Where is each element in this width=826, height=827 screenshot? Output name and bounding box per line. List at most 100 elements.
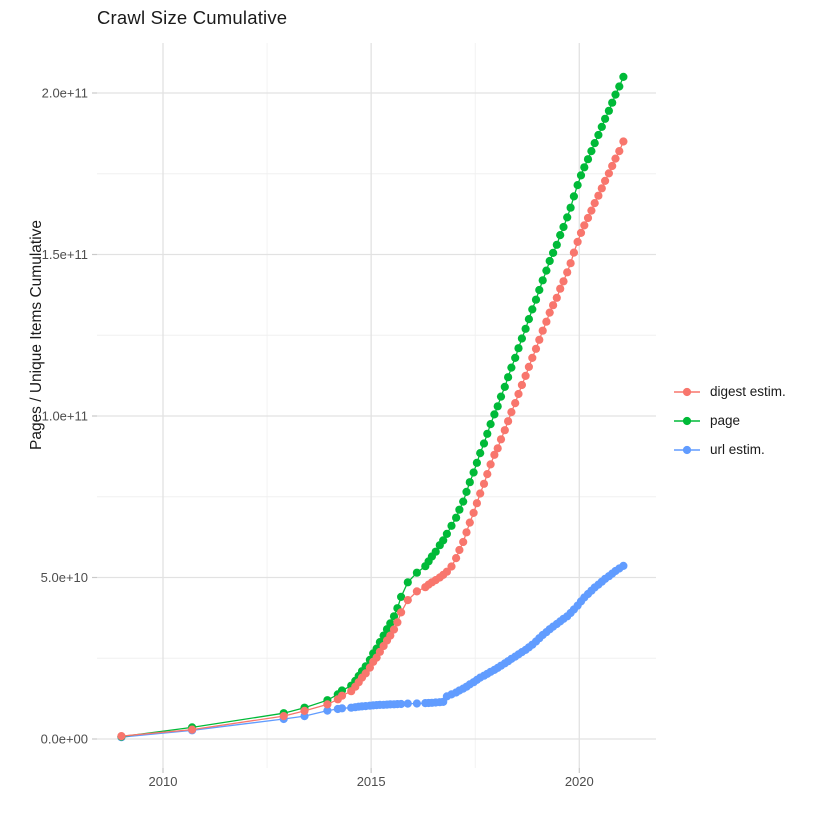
data-point-digestestim	[493, 444, 502, 453]
data-point-page	[452, 513, 461, 522]
data-point-digestestim	[403, 596, 412, 605]
data-point-page	[608, 98, 617, 107]
legend-label: page	[710, 413, 741, 428]
data-point-digestestim	[279, 712, 288, 721]
y-axis-title: Pages / Unique Items Cumulative	[28, 219, 45, 451]
data-point-digestestim	[323, 700, 332, 709]
data-point-digestestim	[538, 326, 547, 335]
data-point-page	[389, 612, 399, 621]
data-point-digestestim	[486, 460, 495, 469]
data-point-digestestim	[507, 408, 516, 417]
data-point-digestestim	[447, 562, 456, 571]
data-point-digestestim	[604, 169, 614, 178]
data-point-digestestim	[535, 335, 544, 344]
data-point-digestestim	[476, 489, 485, 498]
x-tick-label: 2020	[565, 774, 594, 789]
data-point-digestestim	[389, 625, 399, 634]
series-line-page	[121, 76, 624, 738]
y-tick-label: 0.0e+00	[41, 732, 88, 747]
data-point-page	[479, 439, 489, 448]
data-point-page	[486, 420, 495, 429]
data-point-digestestim	[559, 277, 568, 286]
data-point-page	[442, 529, 451, 539]
data-point-digestestim	[300, 706, 309, 716]
data-point-digestestim	[545, 308, 554, 317]
data-point-digestestim	[608, 161, 617, 171]
data-point-digestestim	[412, 587, 421, 596]
data-point-page	[511, 353, 520, 362]
data-point-digestestim	[465, 518, 474, 527]
y-tick-label: 1.0e+11	[42, 409, 88, 424]
data-point-page	[538, 276, 547, 285]
data-point-page	[431, 547, 440, 556]
data-point-page	[524, 315, 534, 324]
data-point-page	[507, 363, 516, 372]
legend-item-urlestim: url estim.	[672, 435, 786, 464]
data-point-digestestim	[469, 508, 478, 517]
data-point-page	[403, 578, 412, 587]
data-point-digestestim	[583, 213, 593, 223]
data-point-page	[455, 505, 464, 514]
data-point-digestestim	[393, 618, 402, 627]
data-point-page	[500, 382, 509, 391]
data-point-digestestim	[337, 691, 347, 700]
data-point-digestestim	[531, 344, 541, 353]
y-tick-label: 5.0e+10	[41, 570, 88, 585]
data-point-digestestim	[566, 259, 575, 268]
data-point-digestestim	[587, 206, 596, 215]
data-point-page	[531, 295, 541, 304]
data-point-digestestim	[459, 537, 468, 547]
data-point-page	[472, 458, 481, 467]
data-point-digestestim	[524, 362, 534, 371]
data-point-digestestim	[521, 371, 530, 380]
data-point-urlestim	[337, 704, 347, 713]
data-point-page	[542, 266, 551, 275]
data-point-page	[545, 256, 554, 266]
data-point-digestestim	[490, 450, 499, 459]
data-point-page	[615, 82, 624, 91]
data-point-page	[412, 568, 421, 577]
data-point-digestestim	[397, 608, 406, 617]
data-point-page	[552, 240, 561, 249]
data-point-digestestim	[386, 631, 395, 640]
data-point-page	[601, 114, 610, 123]
data-point-digestestim	[117, 732, 126, 741]
data-point-page	[496, 392, 506, 401]
data-point-page	[576, 171, 586, 180]
data-point-page	[563, 213, 572, 222]
data-point-page	[528, 305, 537, 314]
data-point-digestestim	[511, 399, 520, 408]
data-point-page	[566, 203, 575, 212]
legend: digest estim. page url estim.	[672, 377, 786, 464]
data-point-page	[462, 487, 471, 496]
x-tick-label: 2010	[149, 774, 178, 789]
data-point-digestestim	[569, 248, 579, 257]
data-point-page	[514, 344, 523, 353]
data-point-digestestim	[556, 284, 565, 293]
data-point-page	[604, 106, 614, 115]
data-point-digestestim	[528, 353, 537, 362]
data-point-digestestim	[549, 301, 558, 310]
data-point-digestestim	[590, 199, 599, 208]
data-point-digestestim	[580, 221, 589, 230]
data-point-page	[386, 619, 395, 628]
data-point-page	[619, 72, 628, 81]
data-point-page	[569, 192, 579, 201]
data-point-page	[490, 410, 499, 419]
data-point-urlestim	[412, 699, 421, 708]
data-point-urlestim	[619, 561, 628, 571]
data-point-digestestim	[188, 725, 197, 734]
data-point-page	[521, 324, 530, 333]
y-tick-label: 1.5e+11	[42, 247, 88, 262]
data-point-digestestim	[573, 237, 582, 246]
data-point-page	[590, 139, 599, 148]
data-point-page	[556, 231, 565, 240]
data-point-digestestim	[517, 380, 527, 390]
x-tick-label: 2015	[357, 774, 386, 789]
data-point-urlestim	[403, 699, 412, 708]
legend-item-digestestim: digest estim.	[672, 377, 786, 406]
data-point-page	[493, 402, 502, 411]
data-point-urlestim	[397, 699, 406, 709]
